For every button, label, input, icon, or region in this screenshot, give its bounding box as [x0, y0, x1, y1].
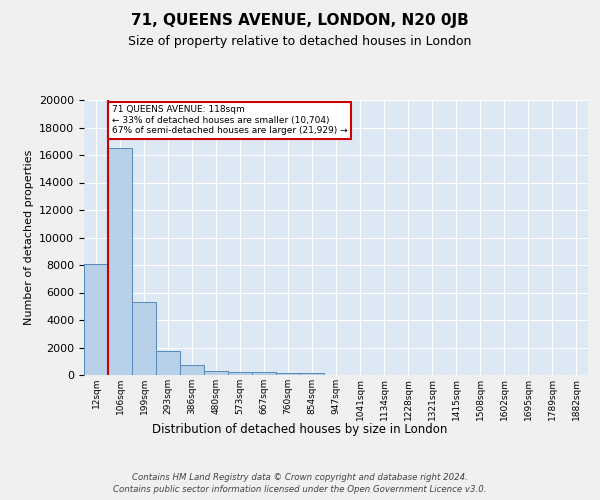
Bar	[108, 148, 132, 375]
Text: 71, QUEENS AVENUE, LONDON, N20 0JB: 71, QUEENS AVENUE, LONDON, N20 0JB	[131, 12, 469, 28]
Bar	[204, 370, 228, 375]
Text: Contains HM Land Registry data © Crown copyright and database right 2024.: Contains HM Land Registry data © Crown c…	[132, 472, 468, 482]
Bar	[132, 302, 156, 375]
Bar	[228, 372, 252, 375]
Bar	[276, 373, 300, 375]
Bar	[156, 351, 180, 375]
Bar	[300, 373, 324, 375]
Text: Contains public sector information licensed under the Open Government Licence v3: Contains public sector information licen…	[113, 485, 487, 494]
Text: 71 QUEENS AVENUE: 118sqm
← 33% of detached houses are smaller (10,704)
67% of se: 71 QUEENS AVENUE: 118sqm ← 33% of detach…	[112, 106, 347, 136]
Bar	[252, 372, 276, 375]
Text: Distribution of detached houses by size in London: Distribution of detached houses by size …	[152, 422, 448, 436]
Y-axis label: Number of detached properties: Number of detached properties	[23, 150, 34, 325]
Text: Size of property relative to detached houses in London: Size of property relative to detached ho…	[128, 35, 472, 48]
Bar	[180, 366, 204, 375]
Bar	[84, 264, 108, 375]
